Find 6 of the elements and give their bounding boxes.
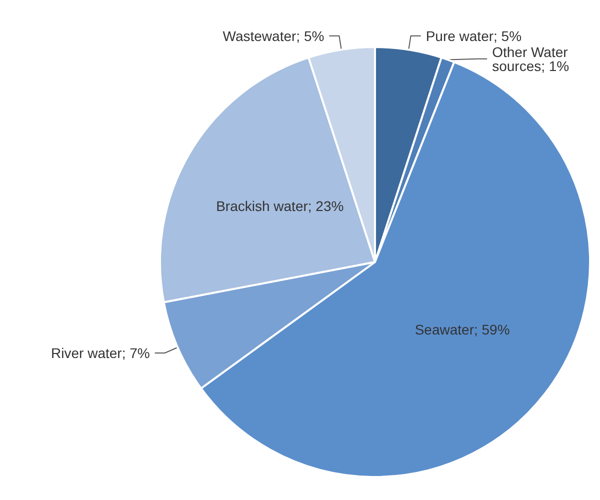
slice-label: Other Water sources; 1% xyxy=(492,44,572,74)
slice-label: River water; 7% xyxy=(51,344,150,361)
slice-label: Pure water; 5% xyxy=(426,28,522,44)
slice-label: Wastewater; 5% xyxy=(222,28,324,44)
slice-label: Seawater; 59% xyxy=(414,322,510,338)
slice-label: Brackish water; 23% xyxy=(216,198,344,214)
